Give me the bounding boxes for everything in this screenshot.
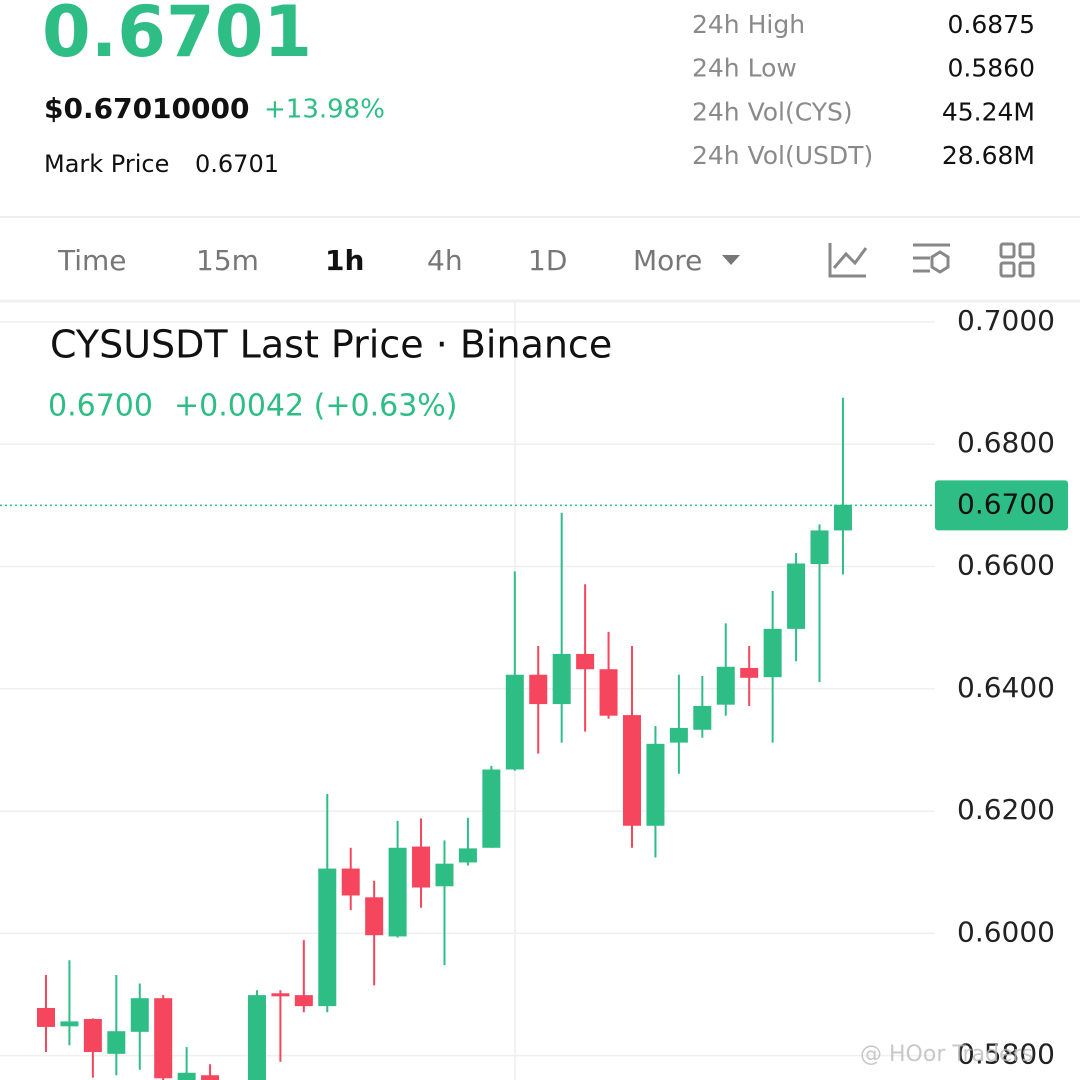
candle-body [552,653,571,705]
y-tick-label: 0.7000 [957,304,1055,337]
y-tick-label: 0.6000 [957,915,1055,948]
settings-icon[interactable] [913,243,950,274]
candle-body [669,727,688,743]
y-tick-label: 0.6200 [957,793,1055,826]
last-price-tag [935,480,1068,531]
indicator-icon[interactable] [828,243,868,278]
candle-body [693,705,712,730]
stat-label: 24h High [692,10,805,39]
chart: 0.5800 0.6000 0.6200 0.6400 0.6600 0.6800 0.70… [0,302,1068,1080]
stat-value: 0.5860 [948,54,1035,83]
stat-value: 28.68M [942,141,1035,170]
candle-body [716,666,735,705]
candle-body [318,868,337,1007]
candle-body [576,653,595,670]
candle-body [810,530,829,565]
candle-body [294,995,313,1007]
price-usd: $0.67010000 [44,92,249,125]
layout-icon[interactable] [999,242,1035,278]
candle-body [599,669,618,716]
candle-body [412,846,431,888]
candle-body [646,743,665,826]
dropdown-arrow[interactable] [722,255,740,265]
candle-body [247,995,266,1080]
candle-body [201,1075,220,1080]
candle-body [130,998,149,1032]
tab[interactable]: 4h [427,244,463,277]
candle-body [107,1031,126,1054]
candle-body [154,998,173,1079]
chart-title: CYSUSDT Last Price · Binance [50,323,612,367]
candle-body [458,848,477,863]
tab[interactable]: More [633,244,702,277]
candle-body [787,563,806,629]
candle-body [388,847,407,937]
stats: 24h High 0.6875 24h Low 0.5860 24h Vol(CYS) 4… [692,10,1035,170]
candle-body [83,1018,102,1052]
stat-label: 24h Vol(USDT) [692,141,873,170]
tab[interactable]: 1D [528,244,567,277]
candle-body [529,674,548,705]
change: +13.98% [264,95,385,125]
stat-value: 45.24M [942,97,1035,126]
tab[interactable]: 15m [196,244,259,277]
last-price-label: 0.6700 [957,487,1055,520]
stat-label: 24h Low [692,54,797,83]
legend-change: +0.0042 (+0.63%) [174,389,458,424]
stat-label: 24h Vol(CYS) [692,97,853,126]
candle-body [271,993,290,997]
tab[interactable]: Time [57,244,127,277]
tab[interactable]: 1h [325,244,364,277]
price: 0.6701 [42,0,312,73]
mark-price-label: Mark Price [44,150,169,178]
candle-body [623,715,641,826]
mark-price: 0.6701 [195,150,279,178]
y-tick-label: 0.6800 [957,426,1055,459]
candle-body [60,1021,79,1027]
candle-body [365,897,384,936]
candle-body [177,1072,196,1080]
candle-body [833,504,852,531]
legend-price: 0.6700 [48,389,153,424]
candle-body [505,674,524,770]
candle-body [435,863,454,887]
candle-body [37,1007,55,1027]
tabs: Time 15m 1h 4h 1D More [57,244,702,277]
candle-body [341,868,360,896]
candle-body [763,628,782,678]
y-tick-label: 0.6400 [957,671,1055,704]
candle-body [482,769,501,848]
watermark: @ HOor Traders [860,1042,1033,1067]
y-tick-label: 0.5800 [957,1038,1055,1071]
y-tick-label: 0.6600 [957,549,1055,582]
candle-body [740,668,759,678]
stat-value: 0.6875 [948,10,1035,39]
